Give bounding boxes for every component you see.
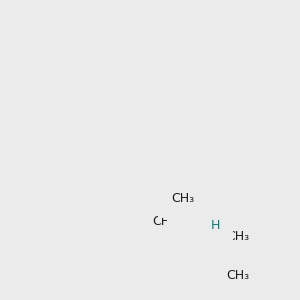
Text: H: H: [211, 219, 220, 232]
Text: CH₃: CH₃: [226, 269, 250, 282]
Text: O: O: [188, 221, 198, 234]
Text: O: O: [228, 236, 238, 249]
Text: CH₃: CH₃: [226, 230, 250, 243]
Text: HN: HN: [213, 244, 232, 257]
Text: CH₃: CH₃: [171, 192, 194, 206]
Text: N: N: [199, 220, 208, 233]
Text: O: O: [177, 212, 187, 225]
Text: CH₃: CH₃: [152, 215, 176, 229]
Text: N: N: [204, 227, 214, 240]
Text: O: O: [179, 200, 189, 212]
